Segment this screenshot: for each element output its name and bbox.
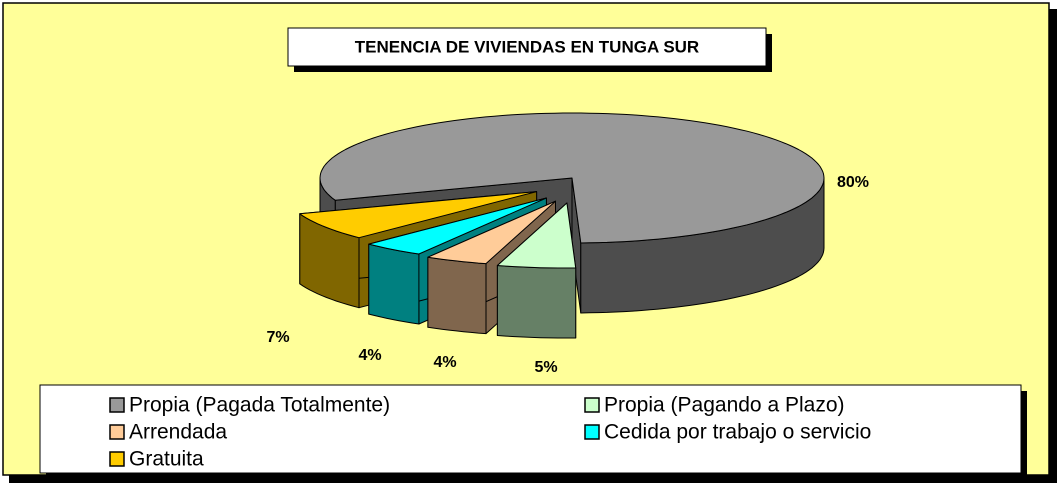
data-label: 7% bbox=[266, 329, 289, 346]
data-label: 80% bbox=[837, 174, 869, 191]
legend-label: Propia (Pagada Totalmente) bbox=[129, 394, 390, 417]
slice-top bbox=[299, 191, 538, 239]
legend-label: Gratuita bbox=[129, 448, 204, 471]
legend-label: Arrendada bbox=[129, 421, 227, 444]
legend-box bbox=[39, 384, 1022, 474]
legend-label: Propia (Pagando a Plazo) bbox=[604, 394, 845, 417]
slice-outer-wall bbox=[368, 243, 420, 325]
pie bbox=[299, 112, 825, 339]
legend-label: Cedida por trabajo o servicio bbox=[604, 421, 871, 444]
legend-swatch bbox=[109, 451, 125, 467]
slice-outer-wall bbox=[427, 256, 487, 335]
slice-top bbox=[368, 197, 547, 255]
slice bbox=[496, 202, 577, 339]
data-label: 4% bbox=[433, 354, 456, 371]
legend-swatch bbox=[584, 397, 600, 413]
title-box bbox=[287, 27, 767, 67]
data-label: 4% bbox=[358, 347, 381, 364]
legend-swatch bbox=[584, 424, 600, 440]
legend-swatch bbox=[109, 397, 125, 413]
slice-top bbox=[496, 202, 577, 269]
slice-top bbox=[319, 112, 825, 244]
data-label: 5% bbox=[534, 359, 557, 376]
slice-top bbox=[427, 200, 556, 265]
legend-swatch bbox=[109, 424, 125, 440]
chart-title: TENENCIA DE VIVIENDAS EN TUNGA SUR bbox=[355, 37, 699, 56]
slice-outer-wall bbox=[496, 265, 577, 339]
